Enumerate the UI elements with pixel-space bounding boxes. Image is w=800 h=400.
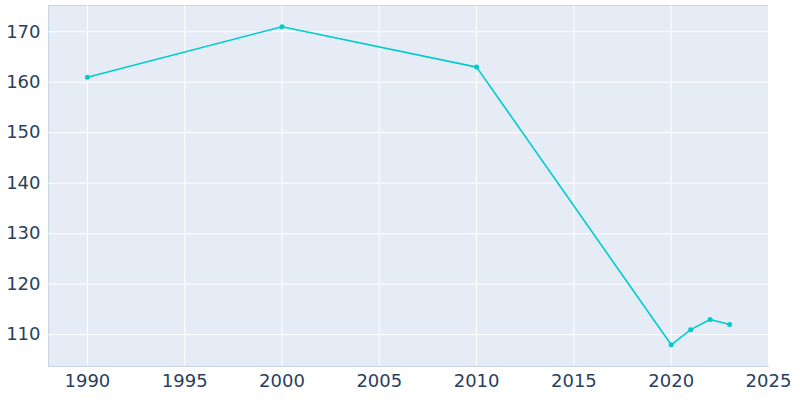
svg-text:130: 130 bbox=[6, 222, 40, 243]
svg-text:2025: 2025 bbox=[746, 370, 792, 391]
svg-text:1995: 1995 bbox=[162, 370, 208, 391]
svg-text:160: 160 bbox=[6, 71, 40, 92]
svg-text:150: 150 bbox=[6, 121, 40, 142]
svg-text:2000: 2000 bbox=[259, 370, 305, 391]
svg-text:110: 110 bbox=[6, 323, 40, 344]
svg-text:170: 170 bbox=[6, 21, 40, 42]
svg-text:2020: 2020 bbox=[648, 370, 694, 391]
svg-text:140: 140 bbox=[6, 172, 40, 193]
svg-text:2015: 2015 bbox=[551, 370, 597, 391]
svg-text:1990: 1990 bbox=[65, 370, 111, 391]
svg-text:120: 120 bbox=[6, 273, 40, 294]
svg-text:2010: 2010 bbox=[454, 370, 500, 391]
svg-text:2005: 2005 bbox=[356, 370, 402, 391]
